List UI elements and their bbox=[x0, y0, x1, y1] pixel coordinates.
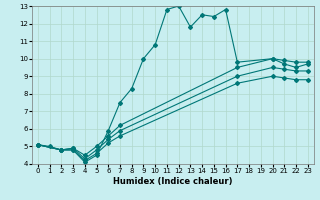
X-axis label: Humidex (Indice chaleur): Humidex (Indice chaleur) bbox=[113, 177, 233, 186]
